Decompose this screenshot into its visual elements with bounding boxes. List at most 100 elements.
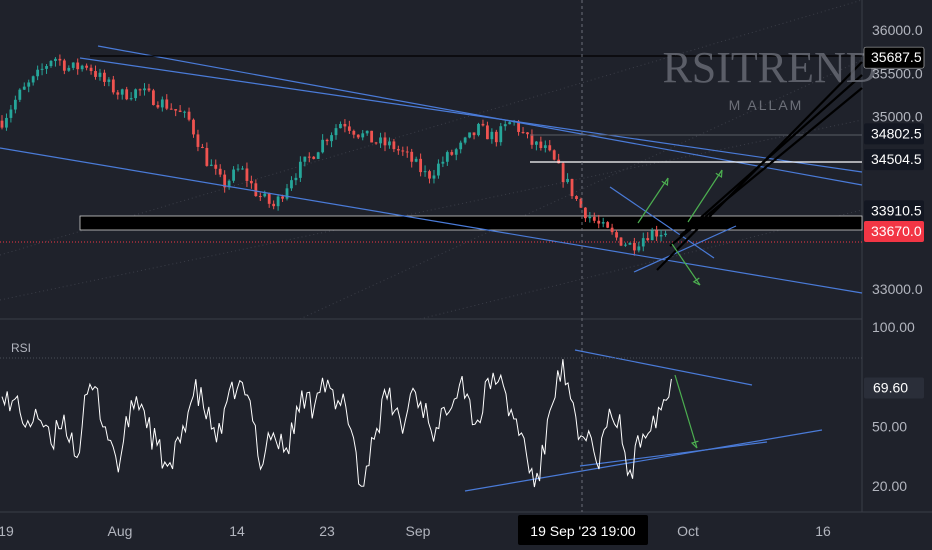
green-up-arrow-1-head[interactable] xyxy=(661,177,669,187)
black-projection-line-3[interactable] xyxy=(679,74,863,237)
candle-body xyxy=(98,72,102,77)
candle-body xyxy=(290,180,293,189)
candle-body xyxy=(263,193,267,197)
black-projection-line-2[interactable] xyxy=(669,87,863,247)
candle-body xyxy=(499,126,503,143)
candle-body xyxy=(583,207,587,219)
candle-body xyxy=(281,196,284,199)
green-up-arrow-1[interactable] xyxy=(637,177,669,224)
candle-body xyxy=(624,244,627,246)
candle-body xyxy=(339,123,342,129)
candle-body xyxy=(31,76,35,83)
candle-body xyxy=(535,141,538,145)
candle-body xyxy=(632,242,636,251)
candle-body xyxy=(192,119,195,135)
candle-body xyxy=(45,66,48,69)
candle-body xyxy=(414,158,418,162)
watermark: RSITREND M ALLAM xyxy=(662,43,877,113)
candle-body xyxy=(437,163,440,176)
trend-drawings-back xyxy=(0,215,863,243)
green-down-arrow-head[interactable] xyxy=(692,277,701,286)
candle-body xyxy=(579,199,583,208)
candle-body xyxy=(575,196,578,200)
candle-body xyxy=(486,125,489,140)
candle-body xyxy=(396,149,400,151)
rsi-tick-label: 100.00 xyxy=(872,319,915,335)
candle-body xyxy=(9,109,13,118)
candle-body xyxy=(454,149,458,155)
channel-mid-line[interactable] xyxy=(79,57,863,173)
time-tick-label: 23 xyxy=(319,523,335,539)
candle-body xyxy=(165,99,169,109)
gridlines xyxy=(0,0,863,320)
candle-body xyxy=(85,65,89,68)
candle-body xyxy=(459,142,463,150)
candle-body xyxy=(379,137,382,144)
candle-body xyxy=(503,124,507,127)
candle-body xyxy=(405,151,409,153)
rsi-resistance-line[interactable] xyxy=(574,349,753,386)
candle-body xyxy=(129,98,133,100)
candle-body xyxy=(597,220,601,224)
candle-body xyxy=(566,178,569,183)
wedge-upper-line[interactable] xyxy=(609,186,715,259)
time-axis[interactable]: 19 Aug 14 23 Sep Oct 16 19 Sep '23 19:00 xyxy=(0,515,831,545)
rsi-line xyxy=(1,359,672,488)
trend-drawings[interactable] xyxy=(0,45,863,492)
green-up-arrow-2[interactable] xyxy=(687,169,723,223)
candle-body xyxy=(655,230,659,237)
candle-body xyxy=(445,152,449,162)
price-axis[interactable]: 36000.0 35500.0 35000.0 33000.0 35687.5 34802… xyxy=(863,22,925,494)
candle-body xyxy=(432,175,436,179)
rsi-support-line-2[interactable] xyxy=(579,441,768,467)
rsi-green-down-arrow-head[interactable] xyxy=(690,440,699,449)
wedge-lower-line[interactable] xyxy=(633,225,737,273)
candle-body xyxy=(249,180,253,184)
candle-body xyxy=(40,68,44,70)
candle-body xyxy=(392,141,396,150)
candle-body xyxy=(156,105,160,108)
candle-body xyxy=(196,134,200,147)
candle-body xyxy=(54,58,57,61)
watermark-title: RSITREND xyxy=(662,43,877,92)
rsi-tick-label: 20.00 xyxy=(872,478,907,494)
candle-body xyxy=(174,109,178,111)
price-label-text: 34504.5 xyxy=(871,151,922,167)
candle-body xyxy=(218,168,222,175)
green-down-arrow[interactable] xyxy=(671,243,701,286)
rsi-current-box xyxy=(864,377,924,399)
green-up-arrow-2-head[interactable] xyxy=(715,169,723,179)
candle-body xyxy=(419,158,423,173)
candle-body xyxy=(343,123,347,127)
candle-body xyxy=(601,222,605,224)
price-label-box xyxy=(864,149,924,171)
rsi-support-line[interactable] xyxy=(464,429,823,492)
candle-body xyxy=(5,117,8,128)
price-label-box xyxy=(863,46,925,69)
candle-body xyxy=(22,86,26,90)
candle-body xyxy=(187,111,191,120)
candle-body xyxy=(183,111,186,113)
channel-lower-line[interactable] xyxy=(0,147,863,294)
candle-body xyxy=(27,82,31,87)
candle-body xyxy=(18,89,22,100)
candle-body xyxy=(526,132,529,135)
candle-body xyxy=(548,145,552,151)
candle-body xyxy=(152,90,155,106)
price-label-box xyxy=(864,123,924,145)
candle-body xyxy=(539,141,543,149)
candle-body xyxy=(232,169,235,181)
candle-body xyxy=(641,238,645,247)
candle-body xyxy=(58,58,62,61)
candle-body xyxy=(285,188,289,199)
candle-body xyxy=(570,178,574,197)
rsi-series xyxy=(0,357,862,488)
candle-body xyxy=(410,151,414,162)
candle-body xyxy=(610,227,614,233)
candle-body xyxy=(120,89,124,95)
rsi-green-down-arrow[interactable] xyxy=(674,374,698,449)
candle-body xyxy=(236,168,240,170)
candle-body xyxy=(463,137,467,143)
